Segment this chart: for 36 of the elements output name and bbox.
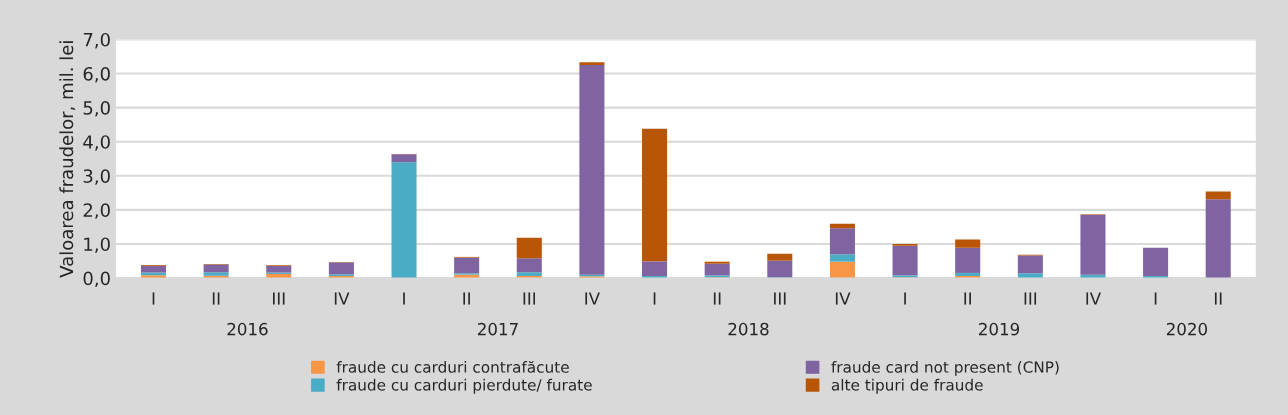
legend-label: fraude cu carduri pierdute/ furate xyxy=(336,378,592,394)
legend-label: alte tipuri de fraude xyxy=(831,378,983,394)
text: 2020 xyxy=(1166,322,1208,336)
x-tick-label: II xyxy=(713,292,721,305)
x-tick-label: I xyxy=(1154,292,1157,305)
legend-label: fraude card not present (CNP) xyxy=(831,361,1059,376)
x-tick-label: III xyxy=(273,292,285,305)
x-tick-label: I xyxy=(904,292,906,305)
x-tick-label: III xyxy=(774,292,786,305)
x-tick-label: II xyxy=(463,292,470,305)
y-axis-title: Valoarea fraudelor, mil. lei xyxy=(59,41,76,278)
text: 2017 xyxy=(477,322,518,336)
y-tick-label: 4,0 xyxy=(83,135,110,151)
x-tick-label: I xyxy=(152,292,155,305)
x-tick-label: I xyxy=(403,292,405,305)
x-tick-label: IV xyxy=(585,292,600,305)
legend-label: fraude cu carduri contrafăcute xyxy=(336,360,569,373)
y-tick-label: 5,0 xyxy=(83,101,110,117)
x-tick-label: II xyxy=(1214,292,1222,305)
text: 2019 xyxy=(979,322,1020,336)
text: 2016 xyxy=(227,322,268,336)
x-tick-label: II xyxy=(964,292,971,305)
y-tick-label: 6,0 xyxy=(83,66,110,83)
x-tick-label: IV xyxy=(1086,292,1101,305)
x-tick-label: II xyxy=(212,292,220,305)
x-tick-label: IV xyxy=(334,292,350,305)
x-tick-label: I xyxy=(653,292,656,305)
y-tick-label: 1,0 xyxy=(84,237,110,253)
x-tick-label: III xyxy=(523,292,536,305)
x-tick-label: III xyxy=(1024,292,1037,305)
y-tick-label: 7,0 xyxy=(83,32,110,49)
text: 2018 xyxy=(728,322,769,336)
y-tick-label: 0,0 xyxy=(83,271,110,288)
y-tick-label: 3,0 xyxy=(83,169,110,185)
x-tick-label: IV xyxy=(835,292,851,305)
y-tick-label: 2,0 xyxy=(83,203,110,219)
